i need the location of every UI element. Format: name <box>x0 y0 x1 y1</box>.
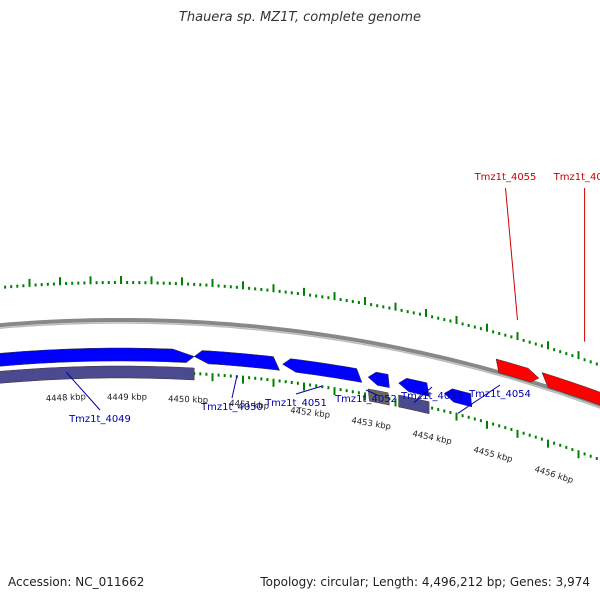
gene-label-leader <box>413 386 433 404</box>
gene-label-leader <box>231 375 238 399</box>
scale-label: 4454 kbp <box>411 429 452 447</box>
scale-label: 4456 kbp <box>533 465 574 486</box>
gene-feature-cds-forward[interactable] <box>495 358 540 383</box>
gene-label-leader <box>365 389 379 397</box>
scale-label: 4452 kbp <box>290 406 331 421</box>
gene-labels[interactable]: Tmz1t_4049 Tmz1t_4050 Tmz1t_4051 Tmz1t_4052… <box>65 172 600 425</box>
gene-feature-rna-reverse[interactable] <box>398 394 430 415</box>
outer-tick-ring <box>4 276 598 366</box>
scale-label: 4449 kbp <box>107 393 147 403</box>
accession-label: Accession: NC_011662 <box>8 575 145 589</box>
gene-label[interactable]: Tmz1t_4055 <box>474 172 537 183</box>
gene-label-leader <box>457 384 501 414</box>
gene-feature-cds-reverse[interactable] <box>193 350 281 371</box>
gene-feature-cds-forward[interactable] <box>541 372 600 413</box>
gene-label[interactable]: Tmz1t_4054 <box>468 389 531 400</box>
gene-label[interactable]: Tmz1t_4049 <box>68 414 131 425</box>
gene-label[interactable]: Tmz1t_4052 <box>334 394 397 405</box>
gene-label-leader <box>295 385 323 395</box>
genome-map[interactable]: 4448 kbp 4449 kbp 4450 kbp 4451 kbp 4452 kbp… <box>0 0 600 560</box>
scale-label: 4448 kbp <box>46 392 87 404</box>
gene-feature-cds-reverse[interactable] <box>282 358 363 383</box>
gene-label[interactable]: Tmz1t_4050 <box>200 402 263 413</box>
gene-label[interactable]: Tmz1t_4056 <box>553 172 600 183</box>
gene-label[interactable]: Tmz1t_4051 <box>264 398 327 409</box>
gene-feature-cds-reverse[interactable] <box>0 347 195 371</box>
gene-label-leader <box>65 371 101 411</box>
backbone-inner-line <box>0 322 600 409</box>
gene-feature-cds-reverse[interactable] <box>398 378 430 397</box>
page-title: Thauera sp. MZ1T, complete genome <box>178 10 422 25</box>
scale-label: 4453 kbp <box>351 416 392 432</box>
scale-label: 4455 kbp <box>472 445 513 465</box>
gene-feature-cds-reverse[interactable] <box>367 371 390 389</box>
scale-label: 4451 kbp <box>229 399 270 412</box>
gene-feature-rna-reverse[interactable] <box>0 365 195 390</box>
gene-features[interactable] <box>0 347 600 415</box>
gene-label-leader <box>505 187 518 321</box>
scale-label: 4450 kbp <box>168 394 208 405</box>
genome-summary: Topology: circular; Length: 4,496,212 bp… <box>260 575 590 589</box>
gene-label[interactable]: Tmz1t_4053 <box>400 391 463 402</box>
scale-labels: 4448 kbp 4449 kbp 4450 kbp 4451 kbp 4452 kbp… <box>46 392 575 486</box>
gene-feature-cds-reverse[interactable] <box>443 388 473 408</box>
